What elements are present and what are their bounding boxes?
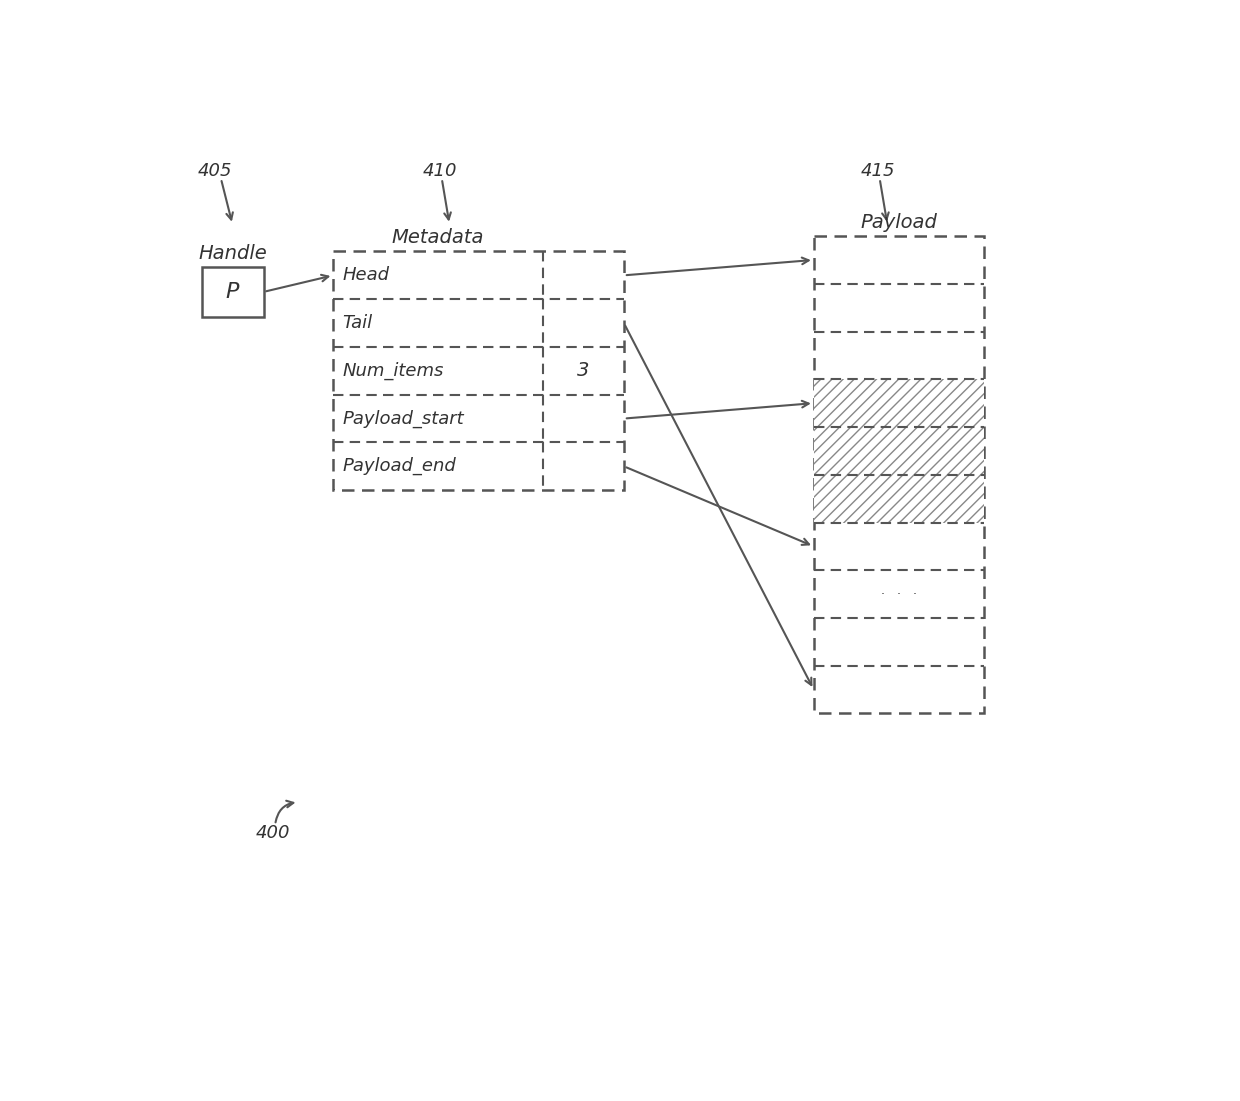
Text: 3: 3 <box>577 361 589 380</box>
Text: Head: Head <box>342 266 389 284</box>
Text: Metadata: Metadata <box>392 228 484 247</box>
Bar <box>813 379 985 427</box>
Text: 415: 415 <box>861 162 895 179</box>
Text: Num_items: Num_items <box>342 362 444 380</box>
Text: Payload: Payload <box>861 212 937 231</box>
Text: 410: 410 <box>423 162 456 179</box>
Bar <box>334 251 624 490</box>
Text: Payload_end: Payload_end <box>342 457 456 476</box>
Bar <box>201 266 263 317</box>
Text: P: P <box>226 282 239 302</box>
Text: ·   ·   ·: · · · <box>880 588 918 601</box>
Bar <box>813 236 985 713</box>
Text: Payload_start: Payload_start <box>342 410 464 427</box>
Bar <box>813 475 985 523</box>
Text: Handle: Handle <box>198 243 267 262</box>
Text: Tail: Tail <box>342 314 373 333</box>
Text: 405: 405 <box>197 162 232 179</box>
Bar <box>813 427 985 475</box>
Text: 400: 400 <box>255 824 290 842</box>
